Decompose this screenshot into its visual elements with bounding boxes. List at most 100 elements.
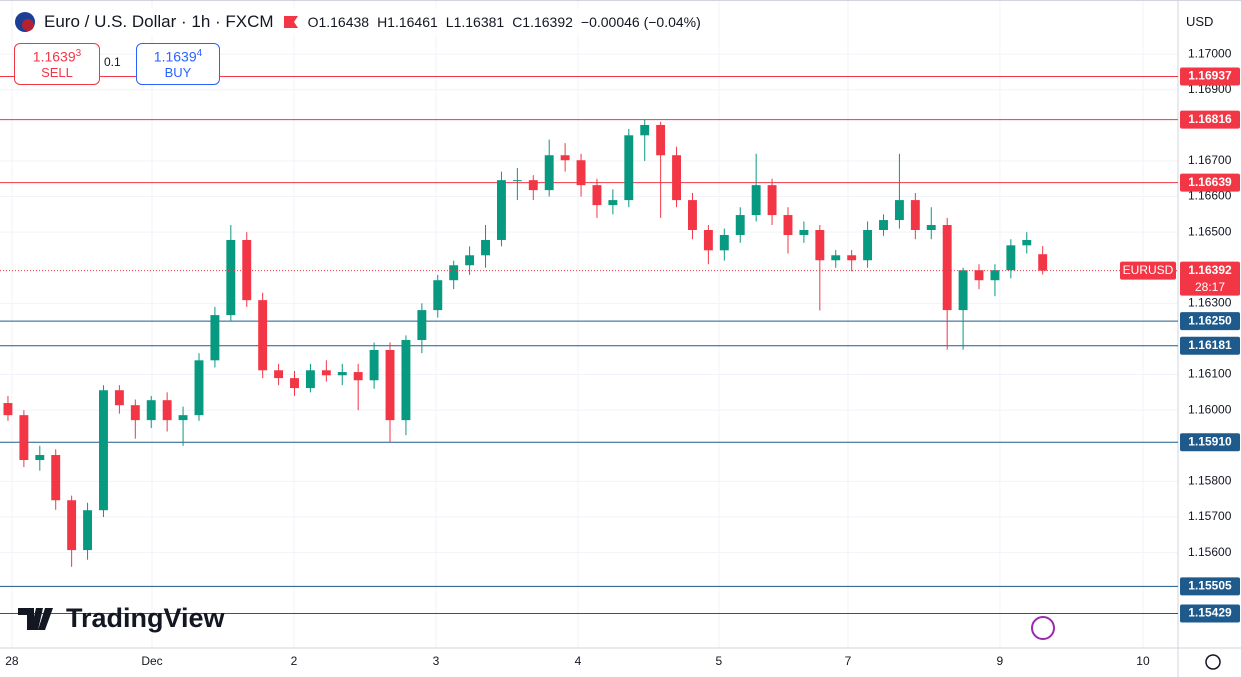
ohlc-c: C1.16392: [512, 14, 573, 30]
candle-body: [656, 124, 666, 156]
y-tick-label: 1.16100: [1188, 367, 1232, 381]
candle-body: [688, 200, 697, 231]
candle-body: [560, 155, 570, 161]
candle-body: [815, 230, 825, 261]
candle-body: [926, 225, 936, 231]
candle-body: [735, 215, 745, 235]
candle-body: [1022, 239, 1032, 246]
level-badge: [1180, 110, 1240, 129]
candle-body: [672, 155, 682, 201]
level-label: 1.16937: [1188, 69, 1232, 83]
candle-body: [146, 400, 156, 421]
candle-body: [417, 310, 427, 341]
candle-body: [321, 370, 331, 376]
symbol-label: EURUSD: [1123, 263, 1174, 277]
candle-body: [481, 239, 490, 256]
ohlc-l: L1.16381: [445, 14, 505, 30]
candle-body: [433, 280, 443, 311]
candle-body: [35, 455, 45, 461]
candle-body: [194, 360, 204, 416]
x-tick-label: 3: [433, 654, 440, 668]
alert-icon: [1031, 616, 1055, 640]
x-tick-label: 28: [5, 654, 19, 668]
y-tick-label: 1.15600: [1188, 545, 1232, 559]
brand-name: TradingView: [66, 603, 225, 633]
candle-body: [719, 234, 729, 251]
level-label: 1.15505: [1188, 579, 1232, 593]
candle-body: [512, 180, 522, 182]
candle-body: [767, 185, 777, 216]
buy-label: BUY: [164, 64, 192, 80]
candle-body: [990, 270, 1000, 281]
ohlc-h: H1.16461: [377, 14, 438, 30]
candle-body: [258, 300, 268, 371]
level-badge: [1180, 604, 1240, 623]
candle-body: [608, 200, 618, 206]
sell-pip: 3: [75, 48, 82, 59]
candle-body: [242, 239, 252, 301]
candle-body: [831, 255, 841, 261]
settings-icon: [1205, 654, 1221, 670]
candle-body: [528, 180, 538, 191]
candle-body: [974, 270, 984, 281]
sell-label: SELL: [41, 64, 73, 80]
candle-body: [83, 510, 93, 551]
candle-body: [640, 124, 650, 136]
currency[interactable]: USD: [1186, 14, 1214, 29]
level-label: 1.15429: [1188, 606, 1232, 620]
candle-body: [1038, 254, 1048, 271]
candle-body: [1006, 245, 1016, 271]
x-tick-label: Dec: [141, 654, 162, 668]
candle-body: [958, 270, 968, 311]
level-label: 1.16181: [1188, 338, 1232, 352]
candle-body: [783, 215, 793, 235]
candle-body: [449, 265, 459, 281]
candle-body: [942, 225, 952, 311]
sell-price: 1.1639: [32, 48, 76, 65]
candle-body: [162, 400, 172, 421]
candle-body: [496, 180, 506, 240]
last-price-badge: [1180, 261, 1240, 296]
x-tick-label: 5: [716, 654, 723, 668]
buy-button[interactable]: 1.16394 BUY: [136, 43, 220, 85]
candle-body: [99, 390, 108, 511]
candle-body: [3, 403, 13, 416]
candle-body: [19, 415, 29, 461]
candle-body: [544, 155, 554, 191]
x-tick-label: 4: [575, 654, 582, 668]
level-label: 1.16639: [1188, 175, 1232, 189]
candle-body: [465, 255, 475, 266]
level-badge: [1180, 312, 1240, 331]
header: Euro / U.S. Dollar · 1h · FXCM O1.16438 …: [14, 8, 701, 36]
countdown: 28:17: [1195, 280, 1225, 294]
level-badge: [1180, 67, 1240, 86]
flag-marker[interactable]: [282, 14, 300, 30]
sell-button[interactable]: 1.16393 SELL: [14, 43, 100, 85]
candle-body: [847, 255, 857, 261]
x-tick-label: 10: [1136, 654, 1150, 668]
brand-logo: TradingView: [18, 603, 225, 634]
symbol-badge: [1120, 261, 1176, 280]
candle-body: [51, 455, 61, 501]
level-badge: [1180, 173, 1240, 192]
buy-pip: 4: [196, 48, 203, 59]
candle-body: [624, 135, 634, 201]
level-badge: [1180, 433, 1240, 452]
x-tick-label: 2: [291, 654, 298, 668]
level-badge: [1180, 577, 1240, 596]
candle-body: [703, 230, 713, 251]
y-tick-label: 1.15700: [1188, 509, 1232, 523]
logo-icon: [18, 607, 53, 630]
symbol-title: Euro / U.S. Dollar · 1h · FXCM: [44, 12, 274, 31]
level-badge: [1180, 336, 1240, 355]
candle-body: [401, 340, 411, 421]
candle-body: [385, 349, 395, 421]
y-tick-label: 1.16300: [1188, 296, 1232, 310]
candle-body: [305, 370, 315, 389]
candle-body: [337, 372, 347, 376]
ohlc-o: O1.16438: [307, 14, 370, 30]
candle-body: [290, 378, 299, 389]
candle-body: [910, 200, 920, 231]
